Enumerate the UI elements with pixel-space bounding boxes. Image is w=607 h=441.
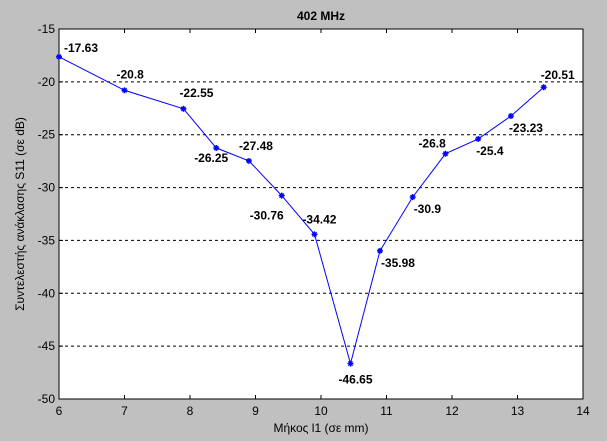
data-label: -20.51 [541, 68, 575, 82]
data-label: -30.76 [250, 209, 284, 223]
x-axis-label: Μήκος l1 (σε mm) [273, 421, 368, 435]
data-label: -27.48 [239, 139, 273, 153]
data-point-marker [180, 105, 187, 112]
y-tick-label: -45 [38, 339, 56, 353]
data-point-marker [347, 360, 354, 367]
data-labels: -17.63 -20.8 -22.55 -26.25 -27.48 -30.76 -34.4… [64, 41, 575, 387]
data-label: -34.42 [302, 212, 336, 226]
data-label: -20.8 [117, 67, 145, 81]
data-label: -23.23 [509, 121, 543, 135]
data-label: -46.65 [338, 373, 372, 387]
data-point-marker [475, 135, 482, 142]
data-label: -30.9 [414, 202, 442, 216]
data-label: -35.98 [381, 256, 415, 270]
data-point-marker [442, 150, 449, 157]
x-tick-label: 12 [445, 404, 459, 418]
x-tick-label: 8 [187, 404, 194, 418]
y-tick-label: -25 [38, 128, 56, 142]
y-tick-label: -35 [38, 233, 56, 247]
y-tick-label: -15 [38, 22, 56, 36]
data-point-marker [409, 194, 416, 201]
data-point-marker [245, 157, 252, 164]
y-tick-label: -50 [38, 392, 56, 406]
data-label: -25.4 [476, 144, 504, 158]
y-tick-label: -30 [38, 181, 56, 195]
x-tick-label: 11 [380, 404, 393, 418]
series-group [56, 53, 547, 367]
data-point-marker [213, 144, 220, 151]
x-tick-label: 14 [576, 404, 590, 418]
x-tick-label: 6 [56, 404, 63, 418]
data-point-marker [278, 192, 285, 199]
data-point-marker [540, 84, 547, 91]
x-tick-label: 13 [511, 404, 525, 418]
data-label: -17.63 [64, 41, 98, 55]
plot-area [59, 29, 583, 399]
data-label: -26.25 [194, 151, 228, 165]
y-tick-label: -40 [38, 286, 56, 300]
x-tick-label: 10 [314, 404, 328, 418]
series-line [58, 56, 545, 366]
chart-title: 402 MHz [297, 9, 345, 23]
y-axis-label: Συντελεστής ανάκλασης S11 (σε dB) [13, 117, 27, 311]
axis-ticks: 6 7 8 9 10 11 12 13 14 -15 -20 -25 -30 -35 -40 -45 -50 [38, 22, 590, 418]
data-label: -26.8 [418, 137, 446, 151]
data-point-marker [376, 247, 383, 254]
data-label: -22.55 [179, 86, 213, 100]
x-tick-label: 7 [121, 404, 128, 418]
data-point-marker [507, 113, 514, 120]
data-point-marker [311, 231, 318, 238]
y-tick-label: -20 [38, 75, 56, 89]
data-point-marker [121, 87, 128, 94]
x-tick-label: 9 [252, 404, 259, 418]
data-point-marker [56, 53, 62, 60]
